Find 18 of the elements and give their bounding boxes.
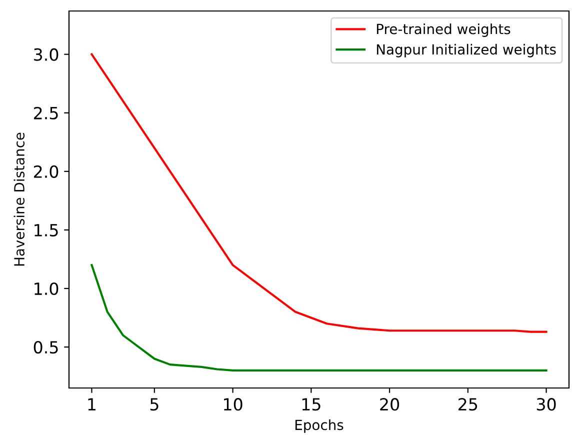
y-tick-label: 0.5 (34, 340, 58, 354)
x-axis-title: Epochs (295, 419, 344, 433)
x-tick-label: 5 (150, 398, 158, 411)
x-tick-label: 1 (88, 398, 96, 410)
x-tick-label: 25 (458, 398, 478, 411)
legend-label: Nagpur Initialized weights (376, 44, 556, 58)
x-tick-label: 30 (536, 398, 556, 411)
y-axis-title: Haversine Distance (14, 132, 25, 266)
x-tick-label: 10 (224, 398, 242, 411)
x-tick-label: 15 (302, 398, 320, 411)
y-tick-label: 3.0 (34, 48, 58, 61)
x-tick-label: 20 (380, 398, 400, 411)
line-series (90, 264, 548, 372)
y-tick-label: 1.5 (34, 224, 58, 237)
y-tick-label: 2.5 (34, 106, 58, 120)
y-tick-label: 1.0 (34, 282, 58, 296)
legend-label: Pre-trained weights (376, 24, 510, 37)
y-tick-label: 2.0 (34, 165, 58, 178)
